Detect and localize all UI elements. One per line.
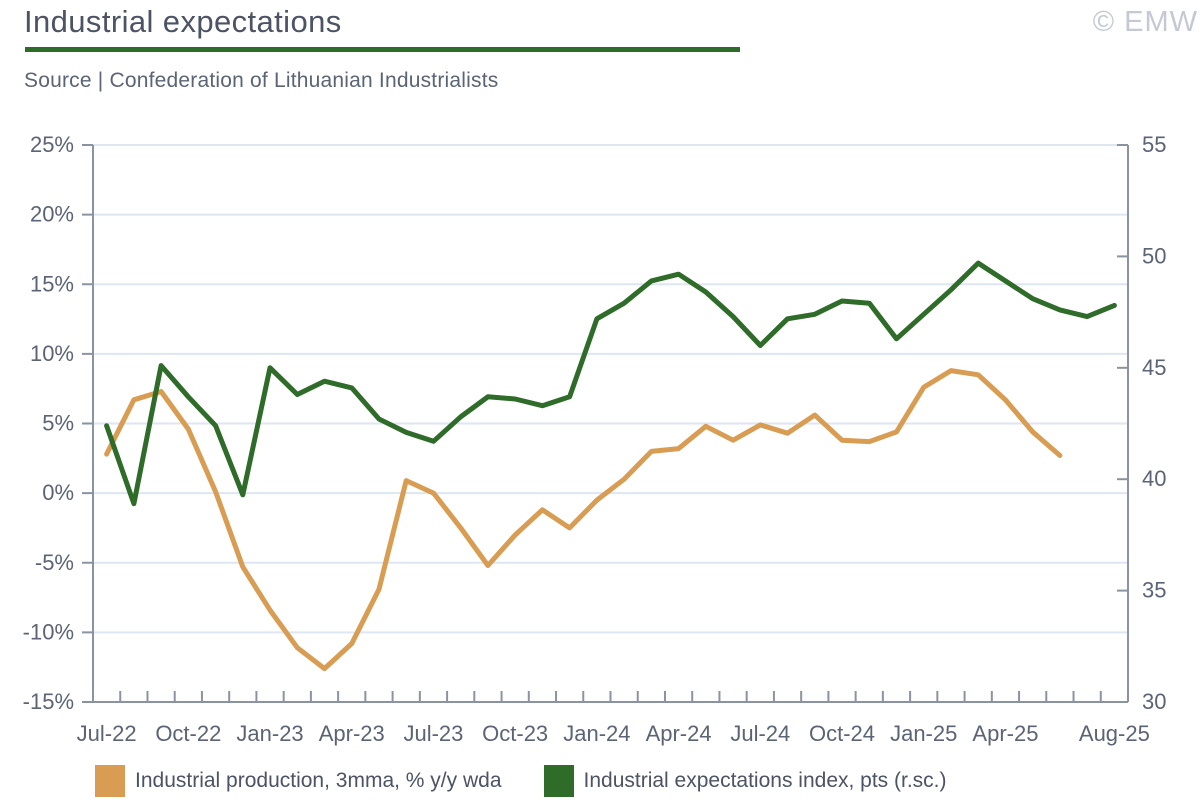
x-axis-label: Oct-22 [155,721,221,746]
left-axis-label: 20% [30,202,74,227]
x-axis-label: Jul-23 [403,721,463,746]
left-axis-label: -15% [23,689,74,714]
x-axis-label: Oct-24 [809,721,875,746]
x-axis-label: Apr-24 [646,721,712,746]
x-axis-label: Jul-22 [77,721,137,746]
x-axis-label: Jan-23 [236,721,303,746]
x-axis-label: Aug-25 [1079,721,1150,746]
x-axis-label: Apr-23 [319,721,385,746]
left-axis-label: 25% [30,132,74,157]
x-axis-label: Jan-25 [890,721,957,746]
right-axis-label: 40 [1142,466,1166,491]
left-axis-label: 15% [30,271,74,296]
legend-swatch-expectations [543,765,574,797]
legend-swatch-production [95,765,125,797]
source-line: Source | Confederation of Lithuanian Ind… [24,69,499,92]
left-axis-label: 0% [42,480,74,505]
title-underline [25,47,740,52]
x-axis-label: Apr-25 [972,721,1038,746]
x-axis-label: Jul-24 [730,721,790,746]
left-axis-label: 5% [42,411,74,436]
right-axis-label: 50 [1142,243,1166,268]
right-axis-label: 30 [1142,689,1166,714]
left-axis-label: 10% [30,341,74,366]
right-axis-label: 45 [1142,355,1166,380]
production-line [104,368,1063,672]
page-title: Industrial expectations [24,4,342,39]
legend-label-production: Industrial production, 3mma, % y/y wda [135,769,502,792]
right-axis-label: 55 [1142,132,1166,157]
watermark: © EMW [1092,6,1198,38]
x-axis-label: Oct-23 [482,721,548,746]
left-axis-label: -10% [23,619,74,644]
x-axis-label: Jan-24 [563,721,630,746]
left-axis-label: -5% [35,550,74,575]
chart-legend: Industrial production, 3mma, % y/y wda I… [95,764,989,798]
expectations-line [104,260,1117,507]
right-axis-label: 35 [1142,578,1166,603]
legend-label-expectations: Industrial expectations index, pts (r.sc… [583,769,947,792]
